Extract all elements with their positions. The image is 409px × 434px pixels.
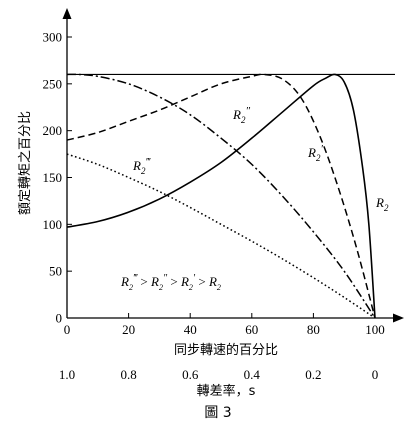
- series-label-r2: R2: [375, 195, 389, 213]
- x-axis-arrow: [393, 313, 404, 323]
- series-line-dashdot: [66, 73, 376, 319]
- slip-axis-label: 轉差率，s: [197, 383, 256, 399]
- y-ticks: 0 50 100 150 200 250 300: [43, 30, 72, 326]
- torque-curves: [66, 73, 376, 319]
- series-label-r2p: R2′: [307, 143, 323, 163]
- resistance-annotation: R2‴ > R2″ > R2′ > R2: [120, 273, 221, 292]
- figure-caption: 圖 3: [204, 405, 231, 421]
- series-label-r2dp: R2″: [232, 105, 250, 125]
- x-tick-label: 80: [307, 322, 320, 337]
- y-tick-label: 0: [56, 311, 63, 326]
- series-label-r2tp: R2‴: [132, 156, 151, 176]
- y-tick-label: 250: [43, 76, 63, 91]
- y-tick-label: 100: [43, 217, 63, 232]
- slip-tick-label: 1.0: [59, 367, 75, 382]
- series-line-solid: [66, 73, 376, 319]
- slip-ticks: 1.0 0.8 0.6 0.4 0.2 0: [59, 367, 378, 382]
- x-axis-label: 同步轉速的百分比: [174, 342, 278, 358]
- x-ticks: 0 20 40 60 80 100: [64, 313, 385, 337]
- y-tick-label: 150: [43, 170, 63, 185]
- x-tick-label: 40: [184, 322, 197, 337]
- series-line-dotted: [66, 153, 376, 319]
- slip-tick-label: 0.6: [182, 367, 199, 382]
- slip-tick-label: 0: [372, 367, 379, 382]
- x-tick-label: 60: [245, 322, 258, 337]
- x-tick-label: 20: [122, 322, 135, 337]
- series-line-dashed: [66, 73, 376, 319]
- x-tick-label: 0: [64, 322, 71, 337]
- x-tick-label: 100: [365, 322, 385, 337]
- slip-tick-label: 0.8: [120, 367, 136, 382]
- slip-tick-label: 0.4: [244, 367, 261, 382]
- y-axis-label: 額定轉矩之百分比: [18, 111, 33, 215]
- y-tick-label: 50: [49, 264, 62, 279]
- y-tick-label: 300: [43, 30, 63, 45]
- y-tick-label: 200: [43, 123, 63, 138]
- slip-tick-label: 0.2: [305, 367, 321, 382]
- y-axis-arrow: [62, 8, 72, 19]
